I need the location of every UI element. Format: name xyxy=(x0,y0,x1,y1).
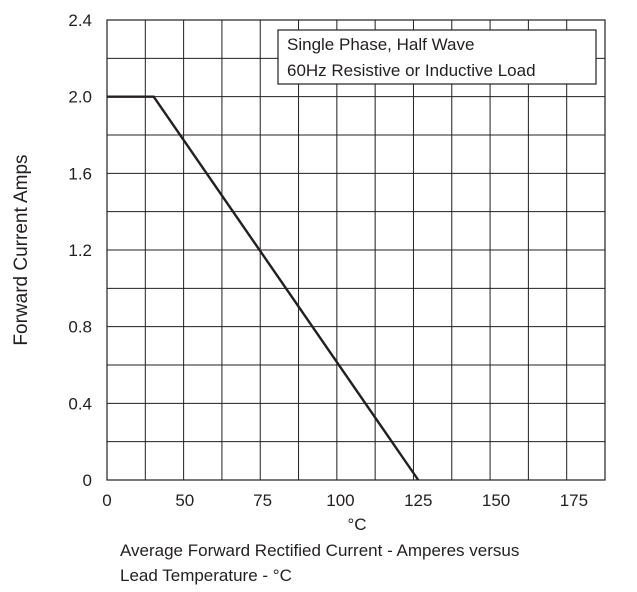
x-axis-label: °C xyxy=(347,515,366,534)
y-tick-label: 0 xyxy=(83,471,92,490)
y-axis-label: Forward Current Amps xyxy=(11,154,32,345)
plot-frame xyxy=(106,19,606,481)
y-tick-labels: 0 0.4 0.8 1.2 1.6 2.0 2.4 xyxy=(68,11,92,490)
annotation-box xyxy=(277,29,597,85)
series xyxy=(107,95,420,481)
x-tick-label: 0 xyxy=(102,491,111,510)
x-tick-labels: 0 50 75 100 125 150 175 xyxy=(102,491,588,510)
x-tick-label: 50 xyxy=(175,491,194,510)
series-line xyxy=(107,95,420,481)
x-tick-label: 150 xyxy=(482,491,510,510)
annotation-line-1: Single Phase, Half Wave xyxy=(287,35,474,54)
x-tick-label: 125 xyxy=(404,491,432,510)
y-tick-label: 0.4 xyxy=(68,394,92,413)
y-tick-label: 2.4 xyxy=(68,11,92,30)
caption-line-1: Average Forward Rectified Current - Ampe… xyxy=(120,541,520,560)
y-tick-label: 1.2 xyxy=(68,241,92,260)
annotation-line-2: 60Hz Resistive or Inductive Load xyxy=(287,61,536,80)
y-tick-label: 1.6 xyxy=(68,164,92,183)
x-tick-label: 75 xyxy=(253,491,272,510)
y-tick-label: 2.0 xyxy=(68,88,92,107)
y-tick-label: 0.8 xyxy=(68,318,92,337)
grid xyxy=(107,20,605,480)
x-tick-label: 100 xyxy=(326,491,354,510)
caption-line-2: Lead Temperature - °C xyxy=(120,566,292,585)
x-tick-label: 175 xyxy=(560,491,588,510)
